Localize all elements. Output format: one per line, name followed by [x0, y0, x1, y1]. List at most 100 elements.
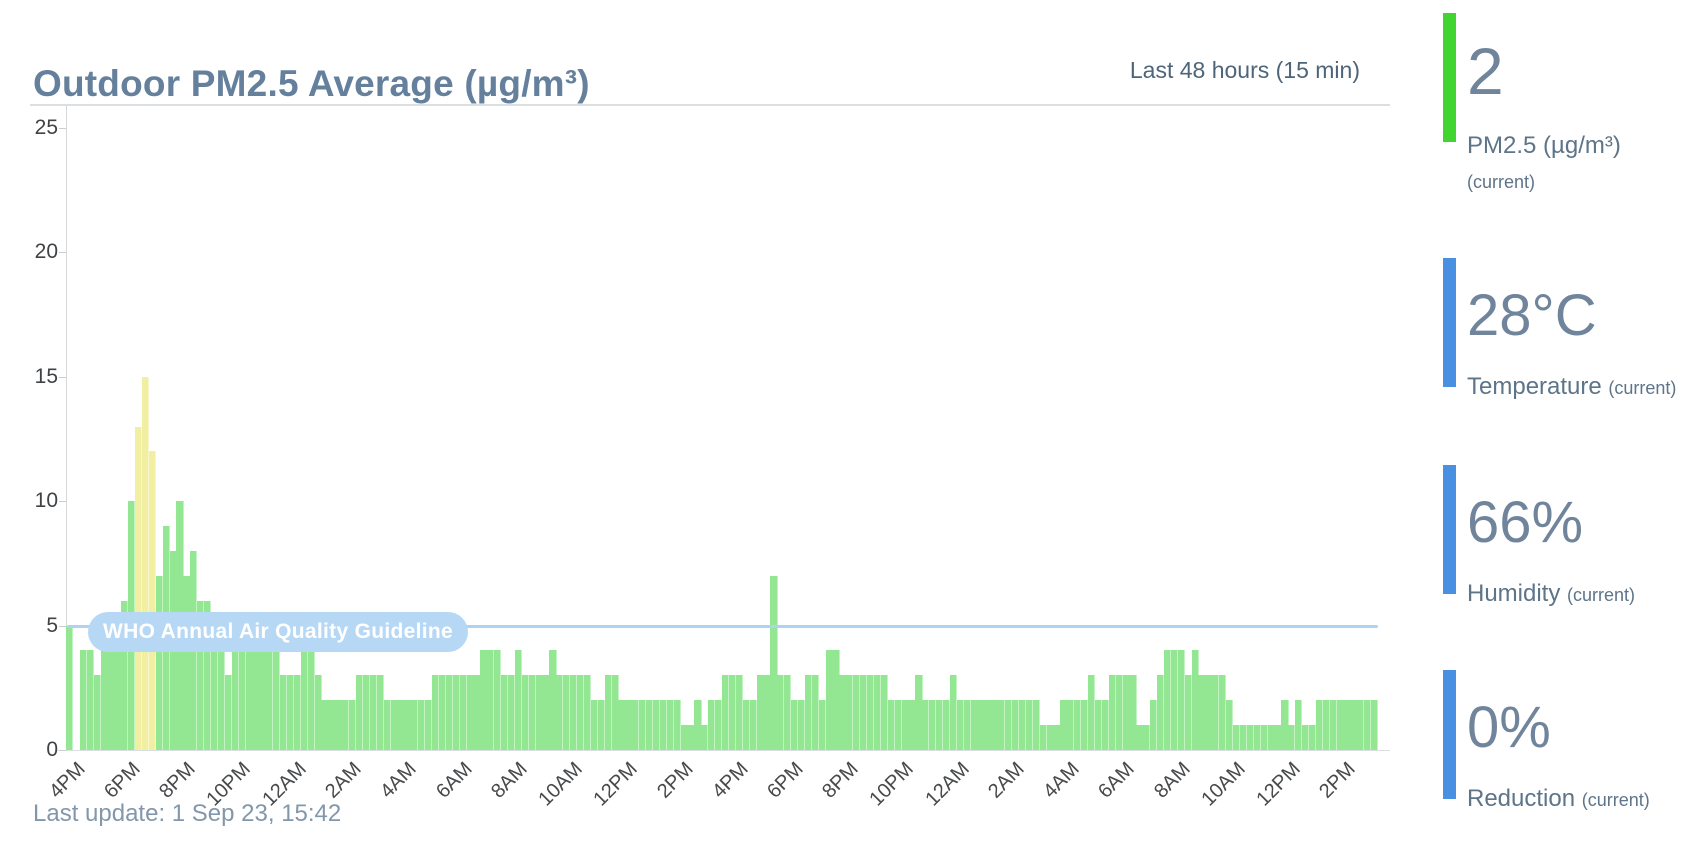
chart-bar[interactable]	[659, 700, 668, 750]
chart-bar[interactable]	[1005, 700, 1013, 750]
chart-bar[interactable]	[1198, 675, 1206, 750]
chart-bar[interactable]	[1060, 700, 1068, 750]
chart-bar[interactable]	[1315, 700, 1324, 750]
chart-bar[interactable]	[321, 700, 329, 750]
chart-bar[interactable]	[632, 700, 640, 750]
chart-bar[interactable]	[494, 650, 502, 750]
chart-bar[interactable]	[590, 700, 598, 750]
chart-bar[interactable]	[273, 650, 281, 750]
chart-bar[interactable]	[1039, 725, 1047, 750]
chart-bar[interactable]	[280, 675, 288, 750]
chart-bar[interactable]	[1094, 700, 1103, 750]
chart-bar[interactable]	[1184, 675, 1192, 750]
chart-bar[interactable]	[211, 650, 219, 750]
chart-bar[interactable]	[1232, 725, 1241, 750]
chart-bar[interactable]	[1115, 675, 1123, 750]
chart-bar[interactable]	[397, 700, 405, 750]
chart-bar[interactable]	[1343, 700, 1351, 750]
chart-bar[interactable]	[1260, 725, 1268, 750]
chart-bar[interactable]	[1295, 700, 1303, 750]
chart-bar[interactable]	[335, 700, 343, 750]
chart-bar[interactable]	[197, 600, 205, 750]
chart-bar[interactable]	[1219, 675, 1227, 750]
chart-bar[interactable]	[1371, 700, 1379, 750]
chart-bar[interactable]	[1281, 700, 1289, 750]
chart-bar[interactable]	[549, 650, 557, 750]
chart-bar[interactable]	[514, 650, 523, 750]
chart-bar[interactable]	[107, 650, 115, 750]
chart-bar[interactable]	[383, 700, 391, 750]
chart-bar[interactable]	[708, 700, 716, 750]
chart-bar[interactable]	[328, 700, 336, 750]
chart-bar[interactable]	[611, 675, 619, 750]
chart-bar[interactable]	[521, 675, 529, 750]
chart-bar[interactable]	[1157, 675, 1165, 750]
chart-bar[interactable]	[1350, 700, 1358, 750]
chart-bar[interactable]	[797, 700, 806, 750]
chart-bar[interactable]	[542, 675, 550, 750]
chart-bar[interactable]	[1025, 700, 1034, 750]
chart-bar[interactable]	[1364, 700, 1372, 750]
chart-bar[interactable]	[1143, 725, 1151, 750]
chart-bar[interactable]	[839, 675, 847, 750]
chart-bar[interactable]	[286, 675, 295, 750]
chart-bar[interactable]	[673, 700, 681, 750]
chart-bar[interactable]	[411, 700, 419, 750]
chart-bar[interactable]	[576, 675, 585, 750]
chart-bar[interactable]	[1357, 700, 1365, 750]
chart-bar[interactable]	[998, 700, 1006, 750]
chart-bar[interactable]	[445, 675, 453, 750]
chart-bar[interactable]	[507, 675, 516, 750]
chart-bar[interactable]	[639, 700, 647, 750]
chart-bar[interactable]	[984, 700, 992, 750]
chart-bar[interactable]	[300, 650, 308, 750]
chart-bar[interactable]	[376, 675, 384, 750]
chart-bar[interactable]	[293, 675, 302, 750]
chart-bar[interactable]	[687, 725, 695, 750]
chart-bar[interactable]	[763, 675, 771, 750]
chart-bar[interactable]	[915, 675, 923, 750]
chart-bar[interactable]	[487, 650, 495, 750]
chart-bar[interactable]	[217, 650, 226, 750]
chart-bar[interactable]	[314, 675, 322, 750]
chart-bar[interactable]	[1322, 700, 1330, 750]
chart-bar[interactable]	[349, 700, 357, 750]
chart-bar[interactable]	[1053, 725, 1061, 750]
chart-bar[interactable]	[970, 700, 978, 750]
chart-bar[interactable]	[438, 675, 447, 750]
chart-bar[interactable]	[563, 675, 571, 750]
chart-bar[interactable]	[1212, 675, 1220, 750]
chart-bar[interactable]	[811, 675, 819, 750]
chart-bar[interactable]	[942, 700, 951, 750]
chart-bar[interactable]	[618, 700, 626, 750]
chart-bar[interactable]	[238, 650, 246, 750]
chart-bar[interactable]	[887, 700, 895, 750]
chart-bar[interactable]	[404, 700, 412, 750]
chart-bar[interactable]	[777, 675, 785, 750]
chart-bar[interactable]	[1308, 725, 1317, 750]
chart-bar[interactable]	[784, 675, 792, 750]
chart-bar[interactable]	[735, 675, 743, 750]
chart-bar[interactable]	[832, 650, 840, 750]
chart-bar[interactable]	[818, 700, 826, 750]
chart-bar[interactable]	[949, 675, 958, 750]
chart-bar[interactable]	[259, 650, 267, 750]
chart-bar[interactable]	[1046, 725, 1054, 750]
chart-bar[interactable]	[535, 675, 543, 750]
chart-bar[interactable]	[860, 675, 868, 750]
chart-bar[interactable]	[418, 700, 426, 750]
chart-bar[interactable]	[1288, 725, 1296, 750]
chart-bar[interactable]	[694, 700, 702, 750]
chart-bar[interactable]	[977, 700, 985, 750]
chart-bar[interactable]	[1246, 725, 1254, 750]
chart-bar[interactable]	[1239, 725, 1248, 750]
chart-bar[interactable]	[604, 675, 612, 750]
chart-bar[interactable]	[135, 426, 143, 750]
chart-bar[interactable]	[722, 675, 730, 750]
chart-bar[interactable]	[701, 725, 709, 750]
chart-bar[interactable]	[245, 650, 253, 750]
chart-bar[interactable]	[715, 700, 723, 750]
chart-bar[interactable]	[501, 675, 509, 750]
chart-bar[interactable]	[480, 650, 488, 750]
chart-bar[interactable]	[570, 675, 578, 750]
